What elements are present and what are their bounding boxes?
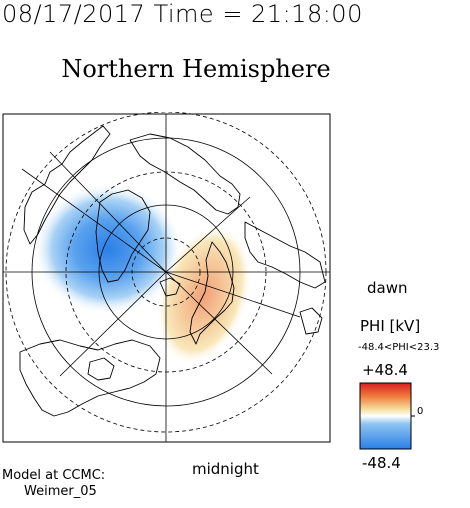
meridian-line: [165, 196, 251, 273]
model-name: Weimer_05: [24, 484, 97, 499]
midnight-label: midnight: [192, 460, 259, 478]
colorbar-gradient: [359, 382, 412, 450]
colorbar-zero-label: 0: [417, 406, 424, 417]
colorbar-title: PHI [kV]: [360, 317, 421, 335]
colorbar-min-label: -48.4: [362, 454, 401, 472]
plot-title: Northern Hemisphere: [61, 55, 331, 83]
model-credit: Model at CCMC:: [2, 468, 106, 483]
timestamp: 08/17/2017 Time = 21:18:00: [2, 0, 363, 28]
negative-potential-cell: [33, 183, 183, 315]
meridian-line: [49, 151, 167, 273]
meridian-line: [21, 168, 167, 273]
meridian-line: [59, 271, 167, 377]
coastlines: [19, 125, 326, 417]
colorbar-max-label: +48.4: [362, 361, 408, 379]
polar-map: [2, 112, 331, 443]
colorbar: [359, 382, 415, 450]
colorbar-range: -48.4<PHI<23.3: [358, 342, 440, 353]
meridian-line: [165, 271, 273, 375]
dawn-label: dawn: [367, 279, 408, 297]
